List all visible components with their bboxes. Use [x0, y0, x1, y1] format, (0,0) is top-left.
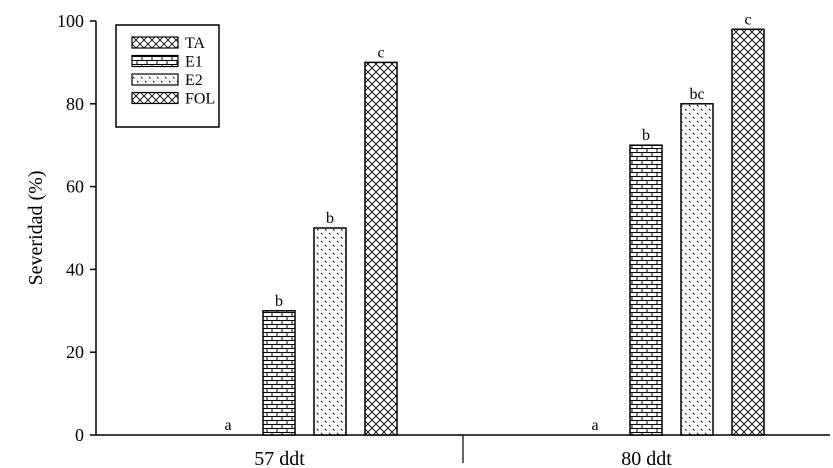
bar-significance-label: c: [377, 44, 384, 61]
y-tick-label: 0: [75, 425, 84, 445]
x-axis: 57 ddt 80 ddt: [96, 434, 830, 468]
bar-significance-label: b: [275, 293, 283, 310]
bar: [731, 28, 765, 436]
y-axis: 0 20 40 60 80 100: [57, 11, 97, 445]
legend-label: E2: [185, 72, 203, 89]
legend-swatch: [131, 91, 179, 105]
legend-label: FOL: [185, 91, 215, 108]
y-tick-label: 60: [66, 177, 84, 197]
y-tick-label: 40: [66, 259, 84, 279]
legend-label: E1: [185, 54, 203, 71]
y-tick-label: 20: [66, 342, 84, 362]
bar: [629, 144, 663, 436]
bar-significance-label: a: [224, 417, 231, 434]
y-tick-label: 100: [57, 11, 84, 31]
y-axis-title: Severidad (%): [25, 171, 47, 286]
legend-label: TA: [185, 35, 205, 52]
legend-swatch: [131, 73, 179, 86]
bar-significance-label: bc: [689, 86, 704, 103]
bar-significance-label: b: [642, 127, 650, 144]
x-category-label: 57 ddt: [254, 448, 305, 468]
bar-significance-label: a: [591, 417, 598, 434]
legend-swatch: [131, 54, 179, 68]
bar: [313, 227, 347, 436]
bar-significance-label: c: [744, 11, 751, 28]
y-tick-label: 80: [66, 94, 84, 114]
bar: [680, 103, 714, 436]
legend-swatch: [131, 36, 179, 49]
bar: [262, 310, 296, 436]
bar: [364, 61, 398, 436]
bar-significance-label: b: [326, 210, 334, 227]
x-category-label: 80 ddt: [621, 448, 672, 468]
